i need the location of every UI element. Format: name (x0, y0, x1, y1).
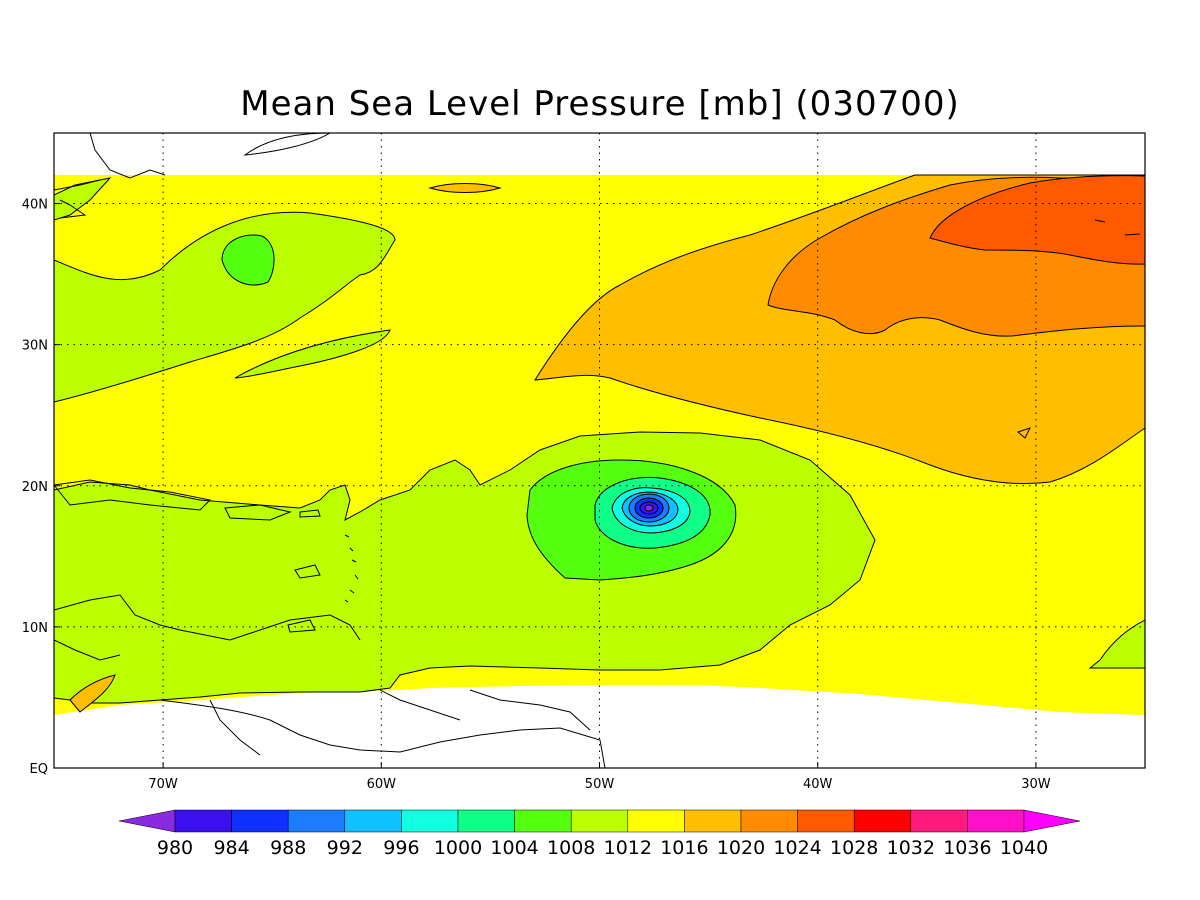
plot-area (54, 133, 1145, 768)
colorbar-label: 1032 (887, 837, 935, 859)
colorbar-swatch (344, 809, 402, 833)
y-tick-label: 10N (22, 621, 48, 636)
colorbar-label: 1020 (717, 837, 765, 859)
colorbar-swatch (684, 809, 742, 833)
colorbar-label: 1024 (773, 837, 821, 859)
x-axis: 70W 60W 50W 40W 30W (148, 762, 1051, 792)
colorbar-swatch (797, 809, 855, 833)
colorbar-swatch (287, 809, 346, 833)
contour-fill-1012-west (54, 177, 396, 403)
coast-north-america (54, 133, 166, 219)
colorbar-label: 980 (157, 837, 193, 859)
colorbar-swatch (570, 809, 629, 833)
x-tick-label: 30W (1021, 777, 1051, 792)
contour-fill-1020-patch (428, 183, 502, 193)
colorbar-label: 992 (327, 837, 363, 859)
y-tick-label: 30N (22, 339, 48, 354)
x-tick-label: 60W (367, 777, 397, 792)
coastlines (54, 133, 1141, 768)
y-tick-label: EQ (30, 762, 48, 777)
colorbar-label: 1012 (604, 837, 652, 859)
colorbar-swatch (740, 809, 798, 833)
colorbar-label: 1008 (547, 837, 595, 859)
colorbar-label: 1000 (434, 837, 482, 859)
coast-south-america (159, 689, 606, 768)
colorbar-swatch (853, 809, 912, 833)
contour-fill-1012-east (1088, 619, 1145, 669)
x-tick-label: 50W (585, 777, 615, 792)
colorbar-swatch (401, 809, 459, 833)
y-tick-label: 40N (22, 198, 48, 213)
coast-islands-east (1017, 219, 1141, 439)
coast-central-america (54, 594, 361, 661)
contour-fill-1012-streak (234, 329, 391, 379)
colorbar-swatch (174, 809, 232, 833)
contour-fill-1008-west (221, 234, 275, 286)
colorbar-label: 1016 (660, 837, 708, 859)
colorbar-label: 996 (383, 837, 419, 859)
colorbar-arrow-low (118, 809, 176, 833)
colorbar-arrow-high (1023, 809, 1081, 833)
lesser-antilles (287, 534, 359, 633)
colorbar-swatch (627, 809, 685, 833)
colorbar-swatch (910, 809, 968, 833)
y-axis: EQ 10N 20N 30N 40N (22, 198, 60, 777)
y-tick-label: 20N (22, 480, 48, 495)
contour-fill-1028 (929, 175, 1145, 265)
colorbar-swatch (967, 809, 1025, 833)
colorbar-label: 984 (213, 837, 249, 859)
colorbar-label: 1028 (830, 837, 878, 859)
coast-hispaniola (224, 504, 292, 521)
colorbar-swatch (231, 809, 289, 833)
contour-fill-980 (644, 504, 654, 512)
colorbar-label: 1036 (943, 837, 991, 859)
coast-puerto-rico (299, 509, 321, 518)
colorbar-label: 1040 (1000, 837, 1048, 859)
contour-fill-1020-sw (69, 674, 116, 713)
x-tick-label: 70W (148, 777, 178, 792)
colorbar: 980 984 988 992 996 1000 1004 1008 1012 1016 1020 1… (118, 809, 1081, 859)
colorbar-label: 1004 (490, 837, 538, 859)
coast-nova-scotia (243, 133, 331, 156)
colorbar-swatch (514, 809, 572, 833)
colorbar-label: 988 (270, 837, 306, 859)
colorbar-swatch (457, 809, 515, 833)
chart-title: Mean Sea Level Pressure [mb] (030700) (240, 84, 960, 124)
coast-cuba (54, 479, 212, 511)
x-tick-label: 40W (803, 777, 833, 792)
